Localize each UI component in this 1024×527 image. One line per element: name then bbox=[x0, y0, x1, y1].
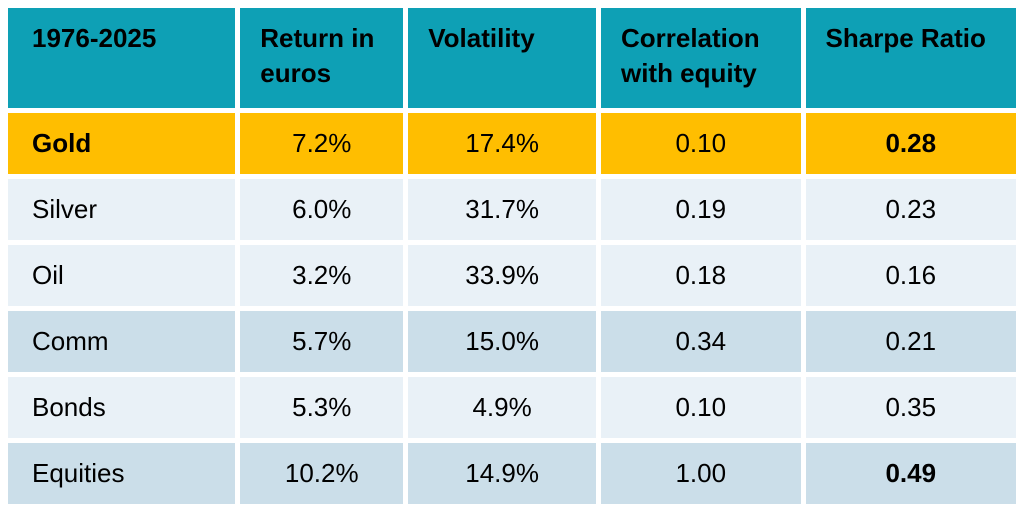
cell-silver-sharpe: 0.23 bbox=[805, 179, 1016, 240]
table-row-oil: Oil 3.2% 33.9% 0.18 0.16 bbox=[8, 245, 1016, 306]
header-volatility: Volatility bbox=[408, 8, 596, 108]
table-row-equities: Equities 10.2% 14.9% 1.00 0.49 bbox=[8, 443, 1016, 504]
cell-equities-correlation: 1.00 bbox=[600, 443, 801, 504]
table-header: 1976-2025 Return in euros Volatility Cor… bbox=[8, 8, 1016, 108]
cell-oil-return: 3.2% bbox=[240, 245, 404, 306]
cell-silver-volatility: 31.7% bbox=[408, 179, 596, 240]
header-sharpe-ratio: Sharpe Ratio bbox=[805, 8, 1016, 108]
cell-gold-volatility: 17.4% bbox=[408, 113, 596, 174]
cell-silver-correlation: 0.19 bbox=[600, 179, 801, 240]
table-row-comm: Comm 5.7% 15.0% 0.34 0.21 bbox=[8, 311, 1016, 372]
row-label-gold: Gold bbox=[8, 113, 236, 174]
table-body: Gold 7.2% 17.4% 0.10 0.28 Silver 6.0% 31… bbox=[8, 113, 1016, 504]
cell-equities-sharpe: 0.49 bbox=[805, 443, 1016, 504]
table-row-gold: Gold 7.2% 17.4% 0.10 0.28 bbox=[8, 113, 1016, 174]
row-label-silver: Silver bbox=[8, 179, 236, 240]
cell-gold-correlation: 0.10 bbox=[600, 113, 801, 174]
header-period: 1976-2025 bbox=[8, 8, 236, 108]
cell-comm-return: 5.7% bbox=[240, 311, 404, 372]
cell-oil-sharpe: 0.16 bbox=[805, 245, 1016, 306]
asset-performance-table: 1976-2025 Return in euros Volatility Cor… bbox=[3, 3, 1021, 509]
table-row-silver: Silver 6.0% 31.7% 0.19 0.23 bbox=[8, 179, 1016, 240]
cell-bonds-sharpe: 0.35 bbox=[805, 377, 1016, 438]
cell-silver-return: 6.0% bbox=[240, 179, 404, 240]
header-return-in-euros: Return in euros bbox=[240, 8, 404, 108]
row-label-equities: Equities bbox=[8, 443, 236, 504]
cell-gold-sharpe: 0.28 bbox=[805, 113, 1016, 174]
cell-bonds-correlation: 0.10 bbox=[600, 377, 801, 438]
cell-bonds-volatility: 4.9% bbox=[408, 377, 596, 438]
table-row-bonds: Bonds 5.3% 4.9% 0.10 0.35 bbox=[8, 377, 1016, 438]
header-row: 1976-2025 Return in euros Volatility Cor… bbox=[8, 8, 1016, 108]
cell-oil-volatility: 33.9% bbox=[408, 245, 596, 306]
cell-gold-return: 7.2% bbox=[240, 113, 404, 174]
row-label-oil: Oil bbox=[8, 245, 236, 306]
cell-equities-return: 10.2% bbox=[240, 443, 404, 504]
row-label-bonds: Bonds bbox=[8, 377, 236, 438]
row-label-comm: Comm bbox=[8, 311, 236, 372]
cell-bonds-return: 5.3% bbox=[240, 377, 404, 438]
cell-oil-correlation: 0.18 bbox=[600, 245, 801, 306]
header-correlation-with-equity: Correlation with equity bbox=[600, 8, 801, 108]
cell-equities-volatility: 14.9% bbox=[408, 443, 596, 504]
cell-comm-correlation: 0.34 bbox=[600, 311, 801, 372]
cell-comm-sharpe: 0.21 bbox=[805, 311, 1016, 372]
cell-comm-volatility: 15.0% bbox=[408, 311, 596, 372]
